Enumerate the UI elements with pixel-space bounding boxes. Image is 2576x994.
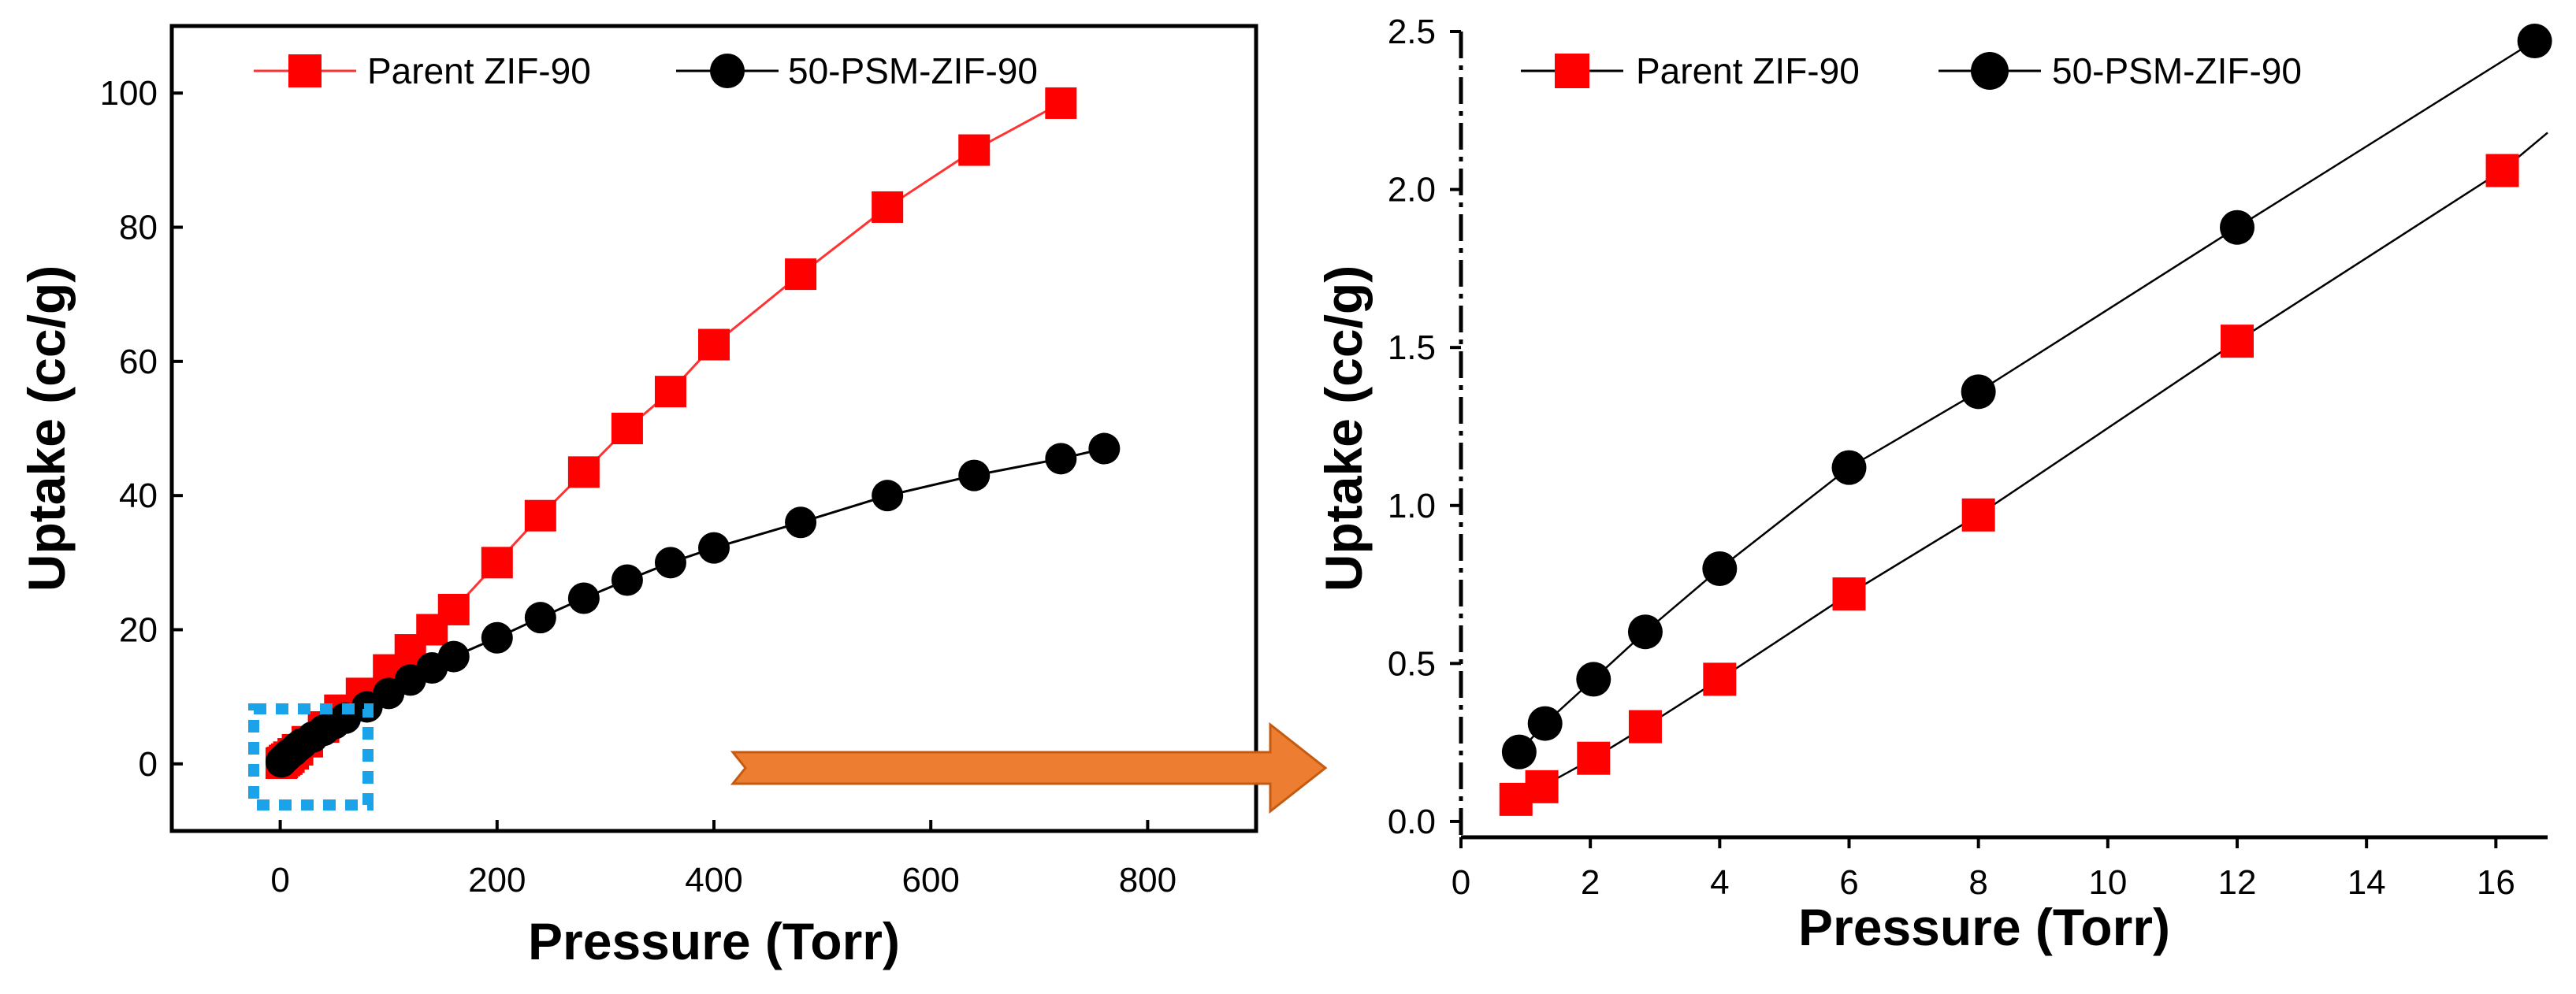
psm-zif90-point [1627, 614, 1663, 650]
right-legend-parent-marker [1555, 54, 1589, 88]
parent-zif90-point [1525, 770, 1559, 803]
right-psm-line-group [1518, 39, 2536, 753]
right-y-ticks: 0.0 0.5 1.0 1.5 2.0 2.5 [1388, 13, 1461, 841]
psm-zif90-line [1518, 39, 2536, 753]
left-legend-parent-label: Parent ZIF-90 [367, 50, 591, 91]
x-tick-label: 16 [2477, 863, 2515, 902]
right-parent-line-group [1515, 132, 2548, 801]
x-tick-label: 14 [2347, 863, 2386, 902]
left-psm-points [265, 432, 1121, 778]
x-tick-label: 200 [468, 861, 526, 899]
psm-zif90-point [785, 506, 817, 539]
left-legend-psm-marker [710, 54, 745, 88]
y-tick-label: 80 [119, 209, 158, 247]
psm-zif90-point [872, 480, 904, 512]
parent-zif90-point [437, 593, 470, 625]
psm-zif90-point [1702, 551, 1738, 586]
left-legend-parent-marker [288, 54, 322, 87]
parent-zif90-point [1045, 87, 1077, 119]
y-tick-label: 1.0 [1388, 487, 1436, 525]
y-tick-label: 2.0 [1388, 171, 1436, 210]
y-tick-label: 40 [119, 477, 158, 515]
x-tick-label: 6 [1839, 863, 1858, 902]
y-tick-label: 0 [139, 745, 158, 784]
x-tick-label: 800 [1119, 861, 1176, 899]
x-tick-label: 2 [1581, 863, 1600, 902]
psm-zif90-point [481, 621, 513, 654]
psm-zif90-point [437, 640, 470, 673]
zoom-arrow [730, 721, 1328, 814]
parent-zif90-point [1703, 662, 1737, 696]
right-x-ticks: 0 2 4 6 8 10 12 14 16 [1452, 837, 2515, 902]
parent-zif90-point [872, 191, 904, 223]
right-parent-points [1499, 154, 2519, 816]
left-x-ticks: 0 200 400 600 800 [270, 820, 1176, 899]
parent-zif90-point [1961, 498, 1995, 532]
right-legend: Parent ZIF-90 50-PSM-ZIF-90 [1521, 50, 2302, 91]
right-legend-psm-label: 50-PSM-ZIF-90 [2052, 50, 2302, 91]
y-tick-label: 0.5 [1388, 644, 1436, 683]
parent-zif90-point [1832, 577, 1866, 611]
right-legend-parent-label: Parent ZIF-90 [1636, 50, 1860, 91]
y-tick-label: 0.0 [1388, 803, 1436, 841]
x-tick-label: 0 [1452, 863, 1470, 902]
x-tick-label: 10 [2088, 863, 2127, 902]
parent-zif90-point [958, 134, 991, 166]
parent-zif90-point [567, 456, 600, 488]
zoom-region-box [248, 703, 374, 810]
parent-zif90-point [611, 413, 643, 444]
parent-zif90-point [654, 376, 686, 408]
x-tick-label: 600 [901, 861, 959, 899]
y-tick-label: 1.5 [1388, 328, 1436, 367]
right-legend-psm-marker [1971, 52, 2009, 90]
psm-zif90-point [1527, 706, 1563, 741]
psm-zif90-point [524, 602, 556, 634]
left-y-axis-title: Uptake (cc/g) [17, 265, 76, 592]
x-tick-label: 400 [685, 861, 742, 899]
parent-zif90-point [2221, 325, 2254, 358]
right-psm-points [1501, 24, 2552, 770]
x-tick-label: 0 [270, 861, 289, 899]
right-y-axis-title: Uptake (cc/g) [1314, 265, 1373, 592]
x-tick-label: 12 [2218, 863, 2257, 902]
psm-zif90-line [280, 447, 1105, 763]
left-legend: Parent ZIF-90 50-PSM-ZIF-90 [254, 50, 1038, 91]
psm-zif90-point [611, 564, 643, 596]
y-tick-label: 60 [119, 343, 158, 381]
right-chart: 0 2 4 6 8 10 12 14 16 0.0 0.5 1.0 1.5 2.0 2.5 Parent … [1314, 13, 2552, 956]
psm-zif90-point [1501, 734, 1537, 770]
y-tick-label: 2.5 [1388, 13, 1436, 51]
parent-zif90-point [524, 499, 556, 532]
left-x-axis-title: Pressure (Torr) [528, 912, 900, 970]
psm-zif90-point [958, 459, 991, 491]
psm-zif90-point [1088, 432, 1121, 465]
parent-zif90-point [785, 258, 817, 291]
psm-zif90-point [1045, 443, 1077, 475]
parent-zif90-point [481, 547, 513, 579]
right-x-axis-title: Pressure (Torr) [1798, 898, 2170, 956]
left-legend-psm-label: 50-PSM-ZIF-90 [788, 50, 1038, 91]
parent-zif90-point [1628, 710, 1662, 744]
left-y-ticks: 0 20 40 60 80 100 [100, 74, 183, 784]
left-chart: 0 200 400 600 800 0 20 40 60 80 100 Parent ZIF-90… [17, 24, 1258, 970]
psm-zif90-point [698, 532, 730, 564]
parent-zif90-point [698, 328, 730, 361]
psm-zif90-point [1831, 450, 1867, 485]
psm-zif90-point [2517, 24, 2552, 59]
psm-zif90-point [2220, 210, 2254, 245]
y-tick-label: 100 [100, 74, 158, 113]
psm-zif90-point [654, 547, 686, 579]
x-tick-label: 8 [1968, 863, 1987, 902]
psm-zif90-point [1961, 374, 1996, 410]
left-parent-points [265, 87, 1077, 779]
y-tick-label: 20 [119, 611, 158, 650]
psm-zif90-point [1576, 662, 1611, 697]
parent-zif90-line [1515, 132, 2548, 801]
parent-zif90-point [2485, 154, 2519, 187]
psm-zif90-point [567, 582, 600, 614]
parent-zif90-point [1577, 741, 1611, 775]
x-tick-label: 4 [1710, 863, 1729, 902]
left-psm-line-group [280, 447, 1105, 763]
